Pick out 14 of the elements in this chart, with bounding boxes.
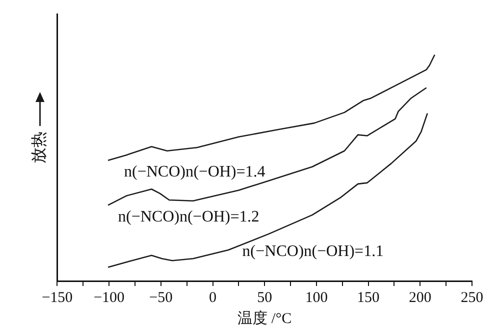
x-tick-label: −50 <box>149 290 173 306</box>
series-label: n(−NCO)n(−OH)=1.4 <box>124 164 266 181</box>
x-tick-label: −150 <box>42 290 73 306</box>
x-tick-label: 100 <box>305 290 328 306</box>
series-label: n(−NCO)n(−OH)=1.1 <box>242 243 384 260</box>
x-tick-label: −100 <box>94 290 125 306</box>
x-tick-label: 250 <box>460 290 484 306</box>
series-label: n(−NCO)n(−OH)=1.2 <box>118 208 260 226</box>
x-axis-title: 温度 /°C <box>238 310 292 327</box>
y-axis-title: 放热 <box>30 132 48 164</box>
x-tick-label: 200 <box>408 290 432 306</box>
x-tick-label: 150 <box>357 290 380 306</box>
x-tick-label: 50 <box>257 290 272 306</box>
x-tick-label: 0 <box>209 290 216 306</box>
